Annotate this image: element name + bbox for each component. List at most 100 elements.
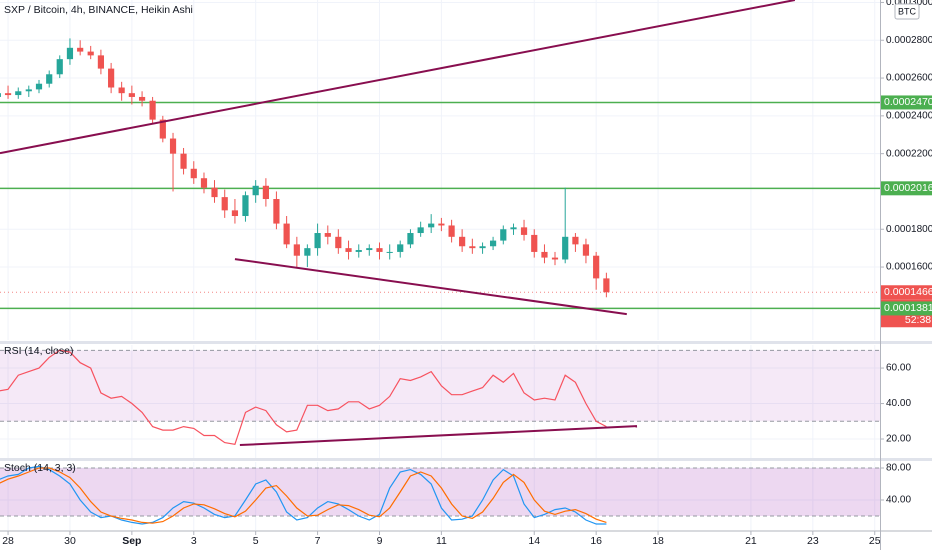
level-label: 0.00020166 bbox=[884, 182, 932, 194]
candle-body bbox=[345, 248, 352, 252]
candle-body bbox=[397, 244, 404, 252]
countdown-bg bbox=[881, 313, 932, 328]
indicator-line bbox=[0, 467, 607, 524]
y-tick-label: 60.00 bbox=[886, 363, 911, 374]
candle-body bbox=[108, 68, 115, 88]
candle-body bbox=[25, 89, 32, 92]
candle-body bbox=[56, 59, 63, 75]
y-tick-label: 40.00 bbox=[886, 495, 911, 506]
candle-body bbox=[149, 100, 156, 120]
candle-body bbox=[128, 93, 135, 97]
candle-body bbox=[211, 187, 218, 198]
candle-body bbox=[118, 87, 125, 94]
candle-body bbox=[366, 248, 373, 251]
band bbox=[0, 350, 880, 422]
x-tick-label: 14 bbox=[528, 535, 540, 547]
candle-body bbox=[572, 236, 579, 245]
y-tick-label: 40.00 bbox=[886, 398, 911, 409]
candle-body bbox=[169, 138, 177, 154]
candle-body bbox=[4, 93, 12, 96]
candle-body bbox=[15, 91, 22, 96]
rsi-title: RSI (14, close) bbox=[4, 345, 73, 357]
candle-body bbox=[541, 251, 548, 258]
pane-separator bbox=[0, 341, 932, 344]
candle-body bbox=[438, 223, 445, 226]
x-tick-label: 18 bbox=[652, 535, 664, 547]
x-tick-label: 21 bbox=[745, 535, 757, 547]
candle-body bbox=[252, 185, 259, 196]
candle-body bbox=[324, 233, 331, 237]
level-label-bg bbox=[881, 301, 932, 316]
x-tick-label: 7 bbox=[315, 535, 321, 547]
level-label-bg bbox=[881, 95, 932, 110]
candle-body bbox=[273, 199, 280, 224]
pane-separator bbox=[0, 458, 932, 461]
stoch-title: Stoch (14, 3, 3) bbox=[4, 462, 76, 474]
candle-body bbox=[304, 248, 311, 256]
candle-body bbox=[500, 229, 507, 241]
x-tick-label: 30 bbox=[64, 535, 76, 547]
candle-body bbox=[190, 168, 197, 179]
candle-body bbox=[582, 244, 590, 256]
x-tick-label: 23 bbox=[807, 535, 819, 547]
level-label: 0.00013811 bbox=[884, 302, 932, 314]
indicator-line bbox=[0, 465, 607, 525]
currency-badge bbox=[894, 3, 920, 20]
candle-body bbox=[448, 225, 455, 237]
currency-label: BTC bbox=[898, 6, 917, 16]
candle-body bbox=[138, 96, 146, 101]
candle-body bbox=[180, 153, 187, 169]
plot-area bbox=[0, 0, 880, 530]
candle-body bbox=[87, 51, 94, 56]
candle-body bbox=[314, 233, 321, 249]
candle-body bbox=[479, 246, 486, 249]
candle-body bbox=[551, 257, 559, 260]
y-tick-label: 20.00 bbox=[886, 434, 911, 445]
x-tick-label: 5 bbox=[253, 535, 259, 547]
candle-body bbox=[386, 251, 393, 253]
candle-body bbox=[376, 248, 383, 252]
candle-body bbox=[97, 55, 105, 69]
indicator-line bbox=[0, 349, 607, 445]
candle-body bbox=[469, 246, 476, 249]
candle-body bbox=[0, 93, 1, 97]
candle-body bbox=[283, 223, 290, 245]
candle-body bbox=[66, 47, 74, 60]
candle-body bbox=[562, 236, 569, 260]
level-label: 0.00024709 bbox=[884, 96, 932, 108]
x-tick-label: 16 bbox=[590, 535, 602, 547]
candle-body bbox=[77, 47, 84, 52]
candle-body bbox=[355, 250, 362, 252]
trend-line bbox=[234, 258, 627, 316]
x-tick-label: 28 bbox=[2, 535, 14, 547]
band bbox=[0, 468, 880, 516]
candle-body bbox=[520, 227, 528, 235]
countdown: 52:38 bbox=[905, 314, 931, 326]
candle-body bbox=[242, 195, 249, 217]
x-tick-label: 25 bbox=[869, 535, 881, 547]
candle-body bbox=[510, 227, 517, 230]
candle-body bbox=[428, 223, 435, 228]
price-label-bg bbox=[881, 285, 932, 300]
candle-body bbox=[35, 83, 43, 90]
y-tick-label: 80.00 bbox=[886, 463, 911, 474]
x-tick-label: Sep bbox=[122, 535, 141, 547]
candle-body bbox=[603, 278, 610, 293]
candle-body bbox=[531, 234, 538, 252]
candle-body bbox=[221, 197, 228, 211]
x-tick-label: 3 bbox=[191, 535, 197, 547]
price-label: 0.00014666 bbox=[884, 286, 932, 298]
candle-body bbox=[159, 119, 166, 139]
candle-body bbox=[335, 236, 342, 249]
x-tick-label: 11 bbox=[436, 535, 447, 547]
candle-body bbox=[417, 227, 424, 234]
